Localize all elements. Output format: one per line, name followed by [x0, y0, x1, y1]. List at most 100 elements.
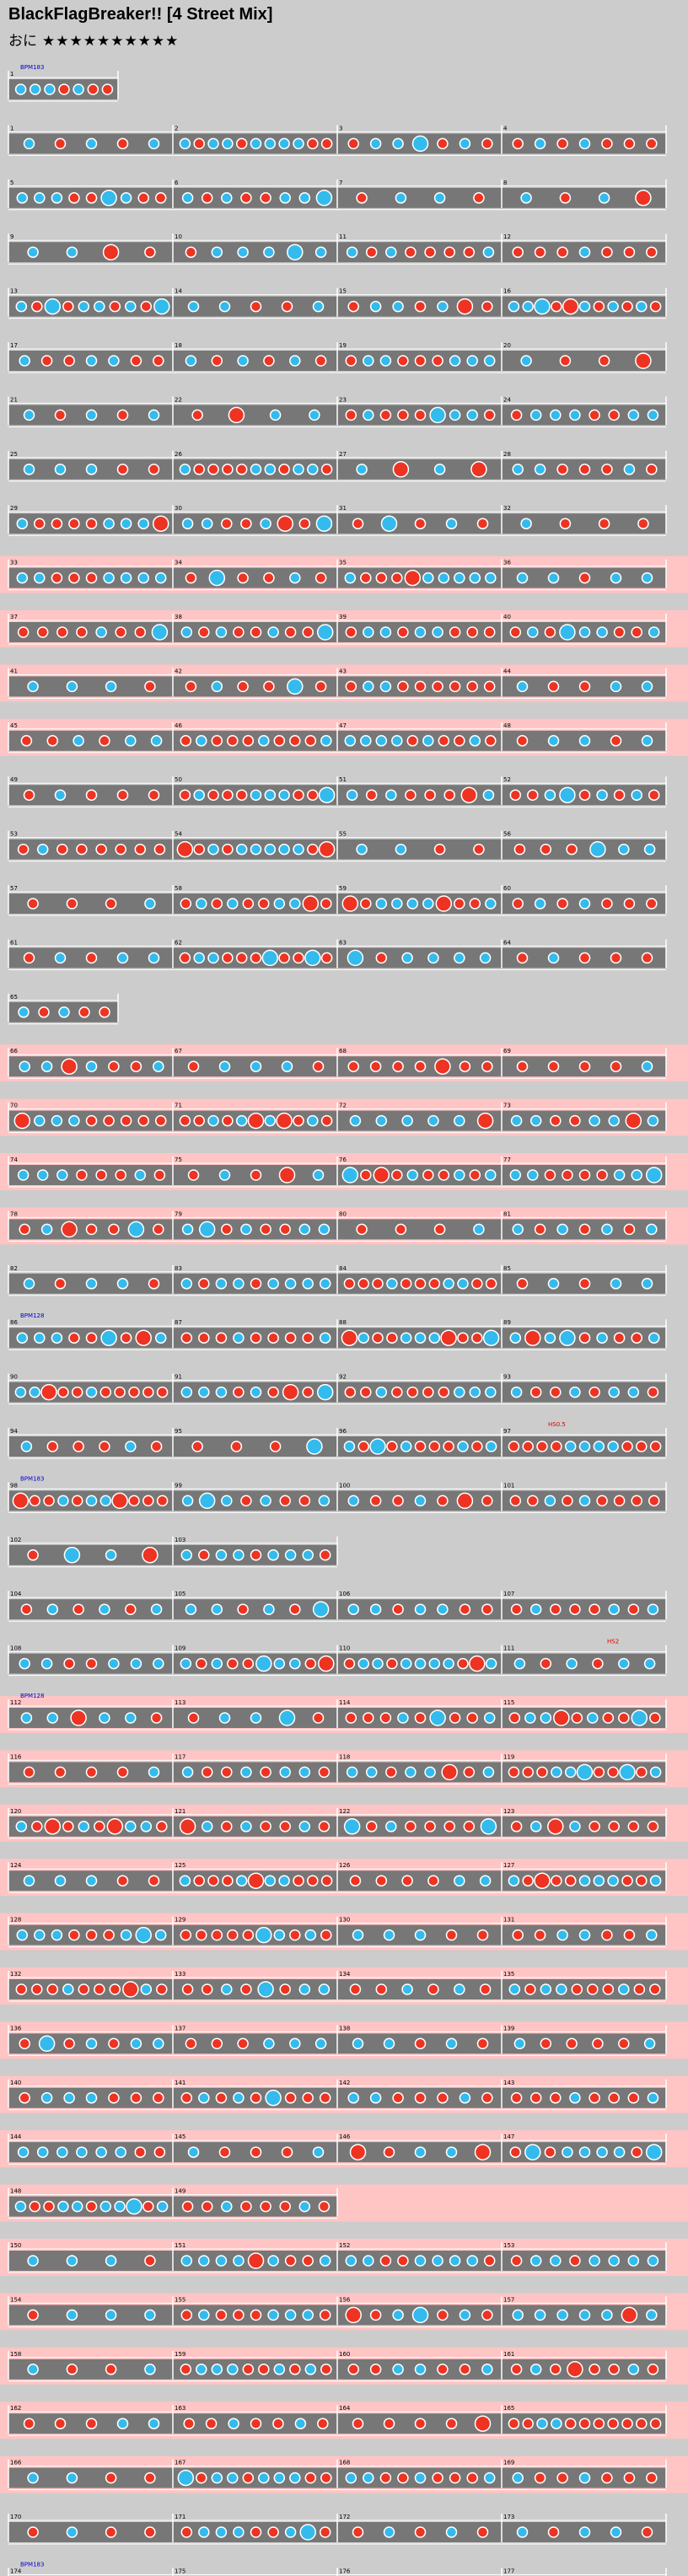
- don-note: [608, 1821, 620, 1833]
- ka-note: [85, 1060, 98, 1072]
- ka-note: [357, 1657, 369, 1670]
- don-note: [562, 1495, 573, 1507]
- ka-note: [587, 1712, 599, 1724]
- ka-note: [221, 1495, 233, 1507]
- measure-number: 161: [503, 2351, 514, 2358]
- don-note: [153, 1169, 166, 1181]
- don-note: [116, 409, 129, 421]
- ka-note: [360, 735, 372, 747]
- don-note: [432, 680, 443, 693]
- ka-note: [578, 1441, 591, 1452]
- ka-note: [85, 1278, 98, 1290]
- ka-note: [529, 409, 542, 421]
- don-note: [443, 1821, 455, 1833]
- measure-number: 24: [503, 396, 511, 403]
- ka-note: [564, 1441, 577, 1452]
- don-note: [222, 789, 234, 801]
- ka-note: [312, 1169, 325, 1181]
- measure-number: 147: [503, 2133, 514, 2140]
- don-note: [250, 952, 262, 964]
- ka-note: [414, 2471, 427, 2484]
- ka-note: [369, 300, 382, 313]
- measure-number: 35: [339, 560, 347, 566]
- don-note: [397, 409, 409, 421]
- don-note: [46, 735, 59, 747]
- ka-note: [153, 1657, 164, 1670]
- ka-note: [516, 572, 529, 584]
- measure-number: 29: [10, 505, 18, 512]
- measure-number: 44: [503, 668, 511, 674]
- don-note: [198, 1549, 210, 1561]
- don-note: [473, 843, 485, 856]
- don-note: [623, 2471, 636, 2484]
- don-note: [392, 2092, 404, 2104]
- don-note: [469, 1169, 481, 1181]
- ka-note: [233, 2526, 245, 2538]
- don-note: [471, 1441, 483, 1452]
- ka-note: [278, 789, 290, 801]
- don-note: [352, 518, 364, 529]
- don-note: [320, 1875, 333, 1886]
- don-note: [508, 1766, 520, 1779]
- ka-note: [569, 409, 581, 421]
- ka-note: [627, 1386, 640, 1398]
- don-note: [551, 300, 562, 313]
- ka-note: [135, 1926, 152, 1944]
- ka-note: [44, 298, 62, 315]
- don-note: [319, 2309, 331, 2321]
- don-note: [534, 1872, 551, 1889]
- don-note: [550, 2092, 562, 2104]
- don-note: [476, 1929, 489, 1941]
- measure-number: 91: [175, 1374, 182, 1381]
- ka-note: [512, 464, 524, 475]
- measure-number: 52: [503, 776, 511, 783]
- don-note: [438, 735, 450, 747]
- measure-number: 33: [10, 560, 18, 566]
- ka-note: [414, 2255, 427, 2267]
- ka-note: [618, 843, 630, 856]
- difficulty-stars: ★★★★★★★★★★: [42, 33, 180, 50]
- measure-number: 146: [339, 2133, 351, 2140]
- measure-number: 77: [503, 1157, 511, 1163]
- don-note: [105, 2526, 117, 2538]
- measure-number: 80: [339, 1210, 347, 1217]
- ka-note: [346, 1766, 358, 1779]
- ka-note: [309, 409, 320, 421]
- ka-note: [250, 1712, 262, 1724]
- ka-note: [383, 2526, 395, 2538]
- don-note: [405, 246, 417, 258]
- don-note: [40, 355, 53, 367]
- ka-note: [16, 572, 29, 584]
- ka-note: [547, 572, 560, 584]
- ka-note: [34, 1929, 46, 1941]
- ka-note: [375, 735, 388, 747]
- ka-note: [485, 572, 497, 584]
- don-note: [567, 2361, 583, 2378]
- don-note: [512, 246, 524, 258]
- ka-note: [482, 1329, 500, 1346]
- ka-note: [215, 1549, 228, 1561]
- ka-note: [207, 843, 219, 856]
- measure-number: 97: [503, 1428, 511, 1435]
- ka-note: [116, 952, 129, 964]
- ka-note: [527, 626, 539, 638]
- ka-note: [400, 1332, 412, 1344]
- don-note: [222, 952, 234, 964]
- don-note: [365, 1821, 378, 1833]
- don-note: [621, 300, 633, 313]
- measure-number: 94: [10, 1428, 18, 1435]
- don-note: [449, 626, 461, 638]
- ka-note: [485, 1657, 497, 1670]
- don-note: [180, 2364, 192, 2375]
- measure-number: 95: [175, 1428, 182, 1435]
- don-note: [19, 2037, 30, 2050]
- ka-note: [264, 137, 277, 150]
- measure-number: 21: [10, 396, 18, 403]
- measure-number: 37: [10, 614, 18, 620]
- measure-number: 50: [175, 776, 182, 783]
- don-note: [550, 1603, 562, 1615]
- measure-number: 112: [10, 1699, 21, 1706]
- don-note: [179, 789, 191, 801]
- measure-number: 54: [175, 831, 182, 838]
